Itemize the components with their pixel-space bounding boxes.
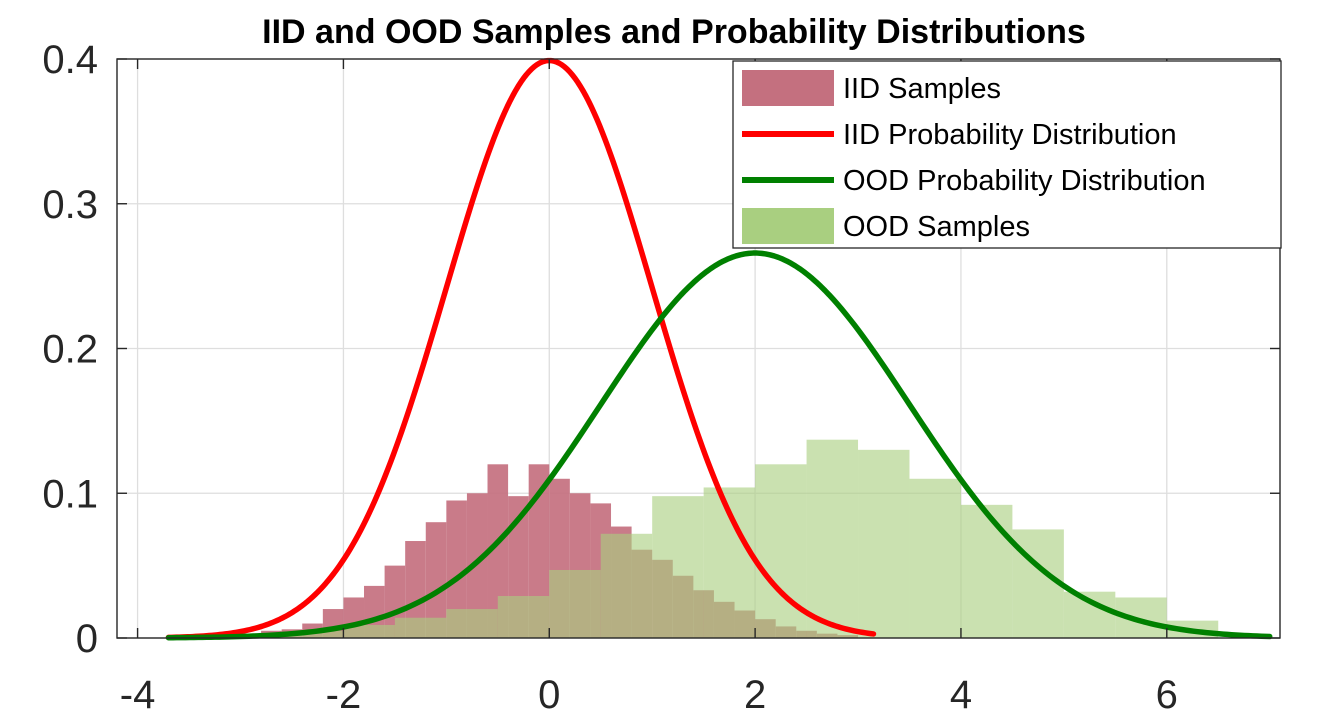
ood-histogram-bar-12 <box>806 439 859 638</box>
legend-label-2: OOD Probability Distribution <box>843 165 1206 197</box>
iid-histogram-bar-13 <box>487 464 509 638</box>
chart-title: IID and OOD Samples and Probability Dist… <box>262 13 1086 51</box>
iid-histogram-bar-11 <box>446 500 467 638</box>
iid-histogram-bar-12 <box>466 493 488 638</box>
x-tick-label-5: 6 <box>1156 673 1178 717</box>
x-tick-label-3: 2 <box>744 673 766 717</box>
iid-histogram-bar-10 <box>425 522 447 638</box>
iid-pdf-line <box>165 57 877 641</box>
ood-histogram-bar-5 <box>446 609 498 638</box>
ood-histogram-bar-9 <box>652 496 704 638</box>
ood-histogram-bar-3 <box>343 624 395 638</box>
y-tick-label-3: 0.3 <box>42 183 98 227</box>
x-tick-label-1: -2 <box>326 673 362 717</box>
ood-histogram-bar-2 <box>291 630 344 638</box>
ood-histogram <box>189 439 1219 638</box>
ood-histogram-bar-15 <box>960 504 1013 638</box>
ood-histogram-bar-4 <box>394 617 447 638</box>
y-tick-label-4: 0.4 <box>42 38 98 82</box>
ood-histogram-bar-7 <box>549 569 601 638</box>
ood-histogram-bar-8 <box>600 533 653 638</box>
legend-label-3: OOD Samples <box>843 211 1030 243</box>
iid-histogram-bar-9 <box>405 541 426 638</box>
ood-histogram-bar-14 <box>909 478 961 638</box>
plot-axes <box>116 58 1281 639</box>
legend-swatch-0 <box>742 70 834 106</box>
y-tick-label-0: 0 <box>76 617 98 661</box>
tick-labels: -4 -2 0 2 4 6 0 0.1 0.2 0.3 0.4 <box>42 38 1178 717</box>
chart-legend: IID Samples IID Probability Distribution O… <box>732 60 1282 249</box>
x-tick-label-2: 0 <box>538 673 560 717</box>
ood-histogram-bar-6 <box>497 596 550 638</box>
ood-histogram-bar-11 <box>755 464 807 638</box>
legend-swatch-3 <box>742 208 834 244</box>
y-tick-label-2: 0.2 <box>42 328 98 372</box>
x-tick-label-4: 4 <box>950 673 972 717</box>
pdf-curves <box>165 57 1273 641</box>
ood-pdf-line <box>165 250 1273 641</box>
iid-histogram-bar-15 <box>528 464 550 638</box>
ood-histogram-bar-13 <box>858 449 910 638</box>
legend-label-1: IID Probability Distribution <box>843 119 1177 151</box>
y-tick-label-1: 0.1 <box>42 472 98 516</box>
legend-label-0: IID Samples <box>843 73 1001 105</box>
x-tick-label-0: -4 <box>120 673 156 717</box>
